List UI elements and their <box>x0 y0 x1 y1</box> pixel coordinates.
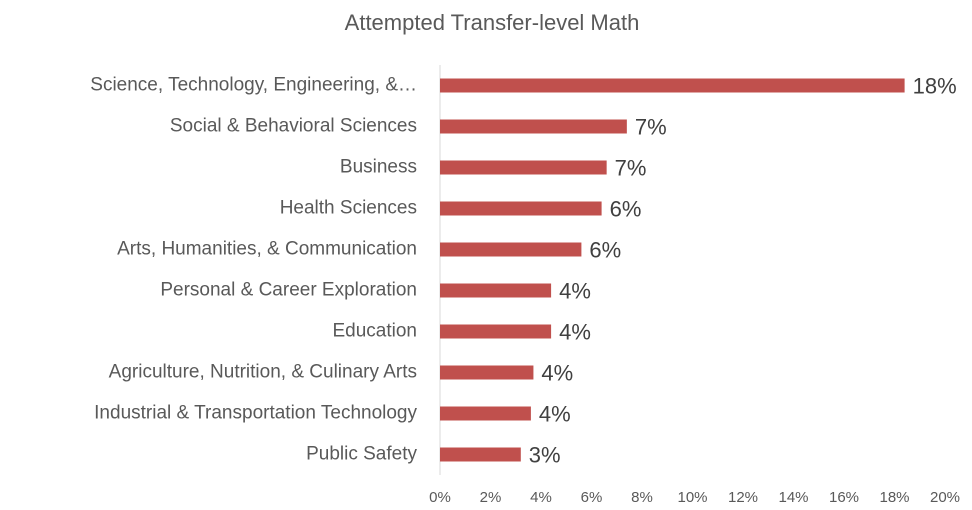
chart-title: Attempted Transfer-level Math <box>345 10 640 35</box>
y-tick-label: Education <box>332 321 417 342</box>
bar <box>440 365 534 380</box>
x-tick-label: 2% <box>480 489 502 506</box>
x-tick-label: 10% <box>677 489 707 506</box>
x-tick-label: 8% <box>631 489 653 506</box>
bar <box>440 324 552 339</box>
value-label: 7% <box>615 155 647 180</box>
y-tick-label: Personal & Career Exploration <box>160 280 417 301</box>
bar <box>440 406 531 421</box>
y-tick-label: Social & Behavioral Sciences <box>170 116 417 137</box>
y-tick-label: Science, Technology, Engineering, &… <box>90 75 417 96</box>
bar <box>440 160 607 175</box>
bar <box>440 78 905 93</box>
x-tick-label: 14% <box>778 489 808 506</box>
x-tick-label: 4% <box>530 489 552 506</box>
bar <box>440 201 602 216</box>
y-tick-label: Public Safety <box>306 444 417 465</box>
value-label: 4% <box>559 319 591 344</box>
x-tick-label: 20% <box>930 489 960 506</box>
y-tick-label: Agriculture, Nutrition, & Culinary Arts <box>109 362 417 383</box>
value-label: 4% <box>541 360 573 385</box>
bar <box>440 447 521 462</box>
bar <box>440 242 582 257</box>
x-tick-label: 12% <box>728 489 758 506</box>
x-tick-label: 6% <box>581 489 603 506</box>
value-label: 7% <box>635 114 667 139</box>
value-label: 6% <box>610 196 642 221</box>
x-tick-label: 16% <box>829 489 859 506</box>
y-tick-label: Health Sciences <box>280 198 417 219</box>
value-label: 3% <box>529 442 561 467</box>
x-tick-label: 18% <box>879 489 909 506</box>
value-label: 18% <box>913 73 957 98</box>
bar <box>440 119 627 134</box>
value-label: 4% <box>539 401 571 426</box>
value-label: 4% <box>559 278 591 303</box>
bar <box>440 283 552 298</box>
value-label: 6% <box>589 237 621 262</box>
y-tick-label: Industrial & Transportation Technology <box>94 403 417 424</box>
x-tick-label: 0% <box>429 489 451 506</box>
y-tick-label: Business <box>340 157 417 178</box>
y-tick-label: Arts, Humanities, & Communication <box>117 239 417 260</box>
